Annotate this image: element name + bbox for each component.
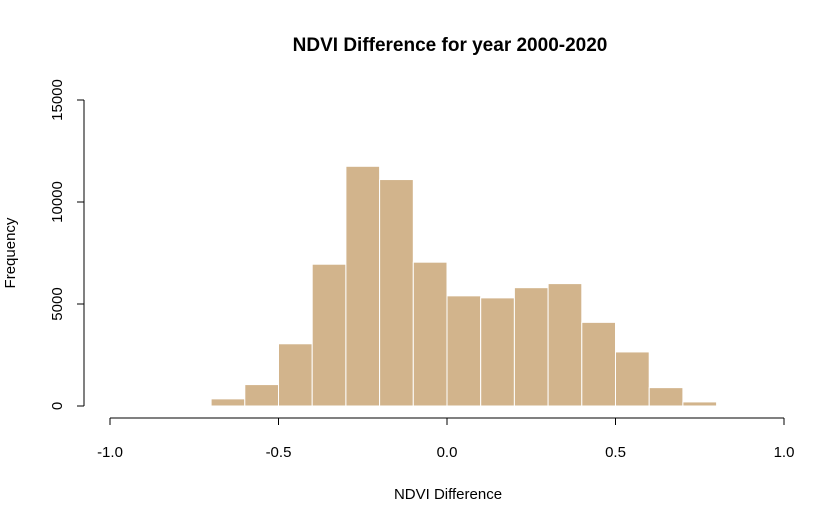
y-tick-label: 5000 — [49, 287, 66, 320]
histogram-bar-2 — [278, 343, 313, 407]
histogram-bar-1 — [244, 384, 280, 407]
histogram-bar-0 — [210, 398, 246, 407]
histogram-bar-10 — [547, 283, 583, 407]
x-tick-label: 0.5 — [605, 444, 626, 461]
histogram-bar-4 — [345, 165, 381, 407]
histogram-bar-5 — [379, 179, 414, 407]
x-tick-label: -0.5 — [266, 444, 292, 461]
histogram-bar-13 — [648, 387, 684, 407]
histogram-bar-9 — [513, 287, 549, 407]
histogram-bar-11 — [581, 321, 616, 407]
histogram-bar-14 — [682, 401, 718, 407]
y-tick-label: 15000 — [49, 79, 66, 121]
histogram-bar-12 — [615, 351, 650, 407]
histogram-bar-6 — [412, 261, 448, 407]
chart-title: NDVI Difference for year 2000-2020 — [293, 35, 608, 56]
histogram-bar-7 — [446, 295, 482, 407]
histogram-bars — [210, 165, 718, 407]
y-tick-label: 0 — [49, 402, 66, 410]
y-axis: 0 5000 10000 15000 — [49, 79, 85, 410]
y-axis-label: Frequency — [2, 217, 19, 288]
histogram-bar-8 — [480, 297, 515, 407]
x-axis-label: NDVI Difference — [394, 486, 502, 503]
x-tick-label: -1.0 — [97, 444, 123, 461]
x-tick-label: 0.0 — [437, 444, 458, 461]
x-axis: -1.0 -0.5 0.0 0.5 1.0 — [97, 417, 795, 461]
x-tick-label: 1.0 — [774, 444, 795, 461]
y-tick-label: 10000 — [49, 181, 66, 223]
histogram-bar-3 — [311, 263, 347, 407]
